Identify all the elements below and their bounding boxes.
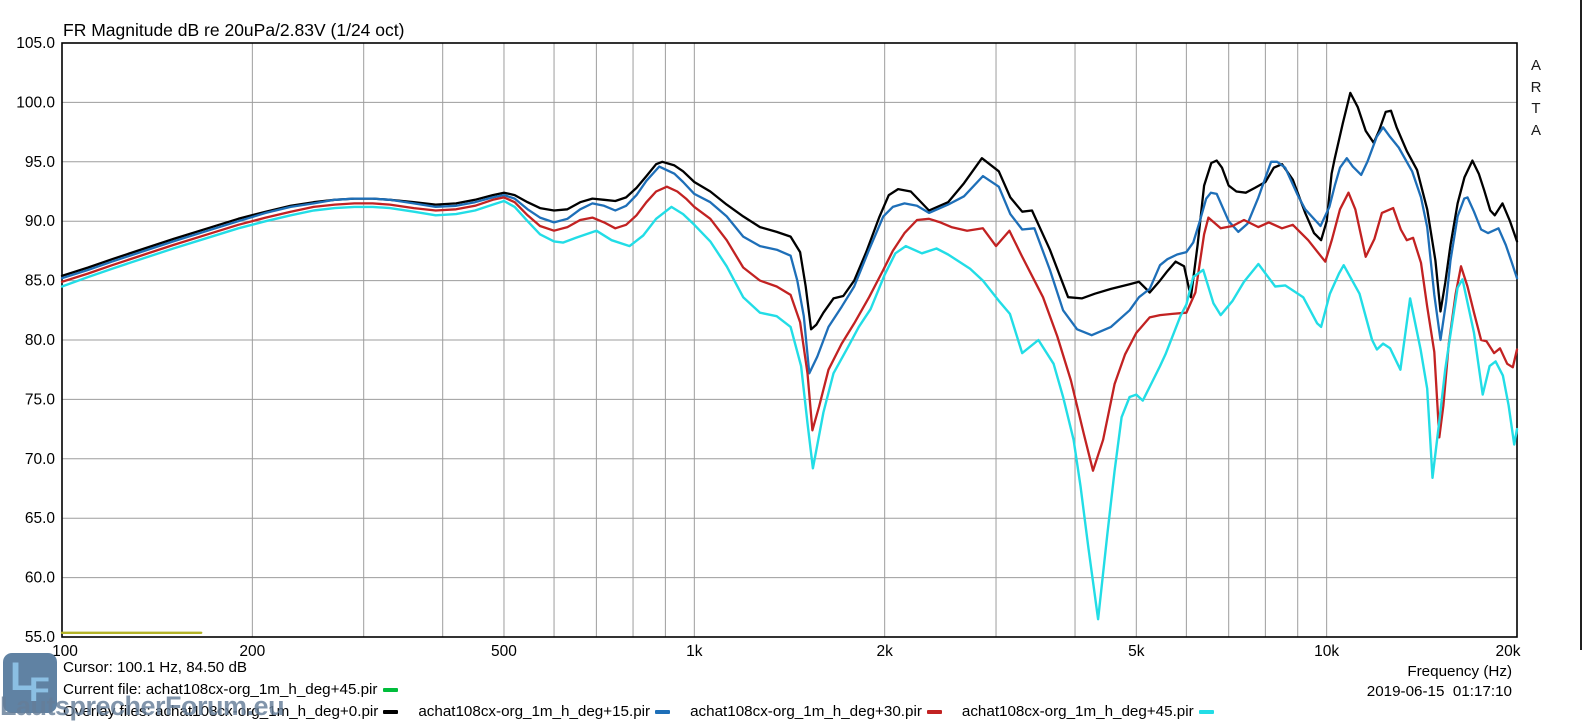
brand-letter: R — [1530, 78, 1542, 96]
y-tick-label: 95.0 — [25, 154, 56, 171]
legend-item-deg15: achat108cx-org_1m_h_deg+15.pir — [418, 703, 671, 720]
timestamp: 2019-06-15 01:17:10 — [1366, 683, 1512, 700]
x-tick-label: 1k — [686, 643, 703, 660]
window-right-border — [1580, 0, 1582, 650]
brand-letter: A — [1530, 121, 1541, 139]
page-title: FR Magnitude dB re 20uPa/2.83V (1/24 oct… — [63, 20, 405, 40]
y-tick-label: 105.0 — [16, 35, 55, 52]
plot-border — [61, 42, 1518, 638]
y-tick-label: 55.0 — [25, 629, 56, 646]
x-tick-label: 20k — [1496, 643, 1521, 660]
y-tick-label: 85.0 — [25, 273, 56, 290]
x-tick-label: 5k — [1128, 643, 1145, 660]
overlay-color-dash-deg30 — [926, 709, 942, 714]
overlay-file-name: achat108cx-org_1m_h_deg+0.pir — [155, 703, 379, 720]
y-tick-label: 70.0 — [25, 451, 56, 468]
overlay-files-row: Overlay files: achat108cx-org_1m_h_deg+0… — [63, 703, 1234, 720]
brand-letter: T — [1531, 100, 1541, 117]
current-file-label: Current file: — [63, 681, 146, 698]
overlay-files-label: Overlay files: — [63, 703, 155, 720]
y-tick-label: 90.0 — [25, 213, 56, 230]
y-tick-label: 60.0 — [25, 570, 56, 587]
x-tick-label: 500 — [491, 643, 517, 660]
x-tick-label: 2k — [876, 643, 893, 660]
y-tick-label: 75.0 — [25, 391, 56, 408]
x-axis-title: Frequency (Hz) — [1407, 663, 1512, 680]
legend-item-deg45: achat108cx-org_1m_h_deg+45.pir — [962, 703, 1214, 720]
legend-item-deg0: achat108cx-org_1m_h_deg+0.pir — [155, 703, 399, 720]
y-tick-label: 100.0 — [16, 94, 55, 111]
current-file-row: Current file: achat108cx-org_1m_h_deg+45… — [63, 681, 398, 698]
overlay-color-dash-deg0 — [383, 709, 399, 714]
overlay-color-dash-deg45 — [1198, 709, 1214, 714]
overlay-file-name: achat108cx-org_1m_h_deg+15.pir — [418, 703, 651, 720]
logo-letter-f: F — [29, 671, 50, 709]
current-file-color-dash — [382, 687, 398, 692]
overlay-file-name: achat108cx-org_1m_h_deg+30.pir — [690, 703, 922, 720]
curve-deg45 — [60, 199, 1519, 621]
curve-deg15 — [60, 126, 1519, 375]
legend-item-deg30: achat108cx-org_1m_h_deg+30.pir — [690, 703, 942, 720]
overlay-color-dash-deg15 — [655, 709, 671, 714]
arta-brand-label: A R T A — [1527, 55, 1545, 141]
lautsprecherforum-logo: L F — [3, 653, 57, 713]
cursor-readout: Cursor: 100.1 Hz, 84.50 dB — [63, 659, 248, 676]
current-file-name: achat108cx-org_1m_h_deg+45.pir — [145, 681, 378, 698]
brand-letter: A — [1530, 57, 1541, 74]
watermark-site-name: LautsprecherForum.eu — [0, 691, 285, 721]
logo-letter-l: L — [10, 655, 35, 699]
y-tick-label: 65.0 — [25, 510, 56, 527]
x-tick-label: 100 — [52, 643, 78, 660]
y-tick-label: 80.0 — [25, 332, 56, 349]
curve-deg30 — [60, 185, 1519, 472]
overlay-file-name: achat108cx-org_1m_h_deg+45.pir — [961, 703, 1194, 720]
x-tick-label: 10k — [1314, 643, 1339, 660]
x-tick-label: 200 — [239, 643, 265, 660]
